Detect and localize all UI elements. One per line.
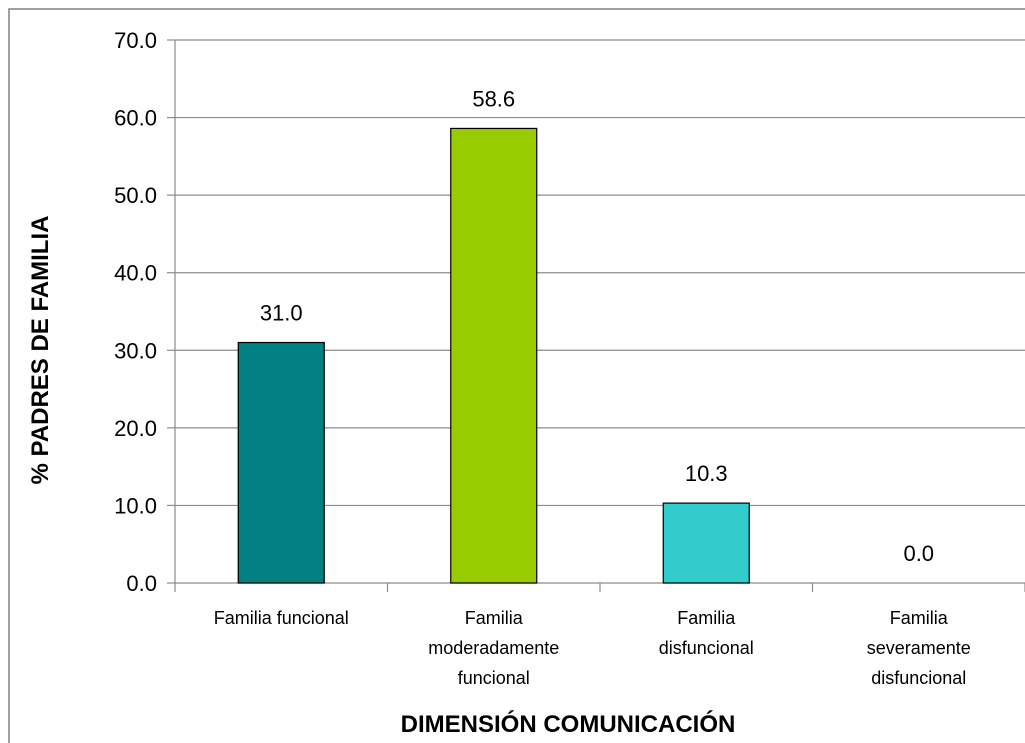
labels: 0.0 10.0 20.0 30.0 40.0 50.0 60.0 70.0 31.0 Famil… xyxy=(114,28,971,688)
x-tick-label: disfuncional xyxy=(659,638,754,658)
data-label: 10.3 xyxy=(685,461,728,486)
x-tick-label: funcional xyxy=(458,668,530,688)
y-tick-label: 70.0 xyxy=(114,28,157,53)
x-tick-label: severamente xyxy=(867,638,971,658)
bars xyxy=(237,127,750,584)
y-tick-label: 30.0 xyxy=(114,338,157,363)
y-tick-label: 20.0 xyxy=(114,416,157,441)
data-label: 31.0 xyxy=(260,301,303,326)
gridlines xyxy=(175,39,1025,507)
x-tick-label: Familia xyxy=(890,608,949,628)
y-tick-label: 0.0 xyxy=(126,571,157,596)
data-label: 0.0 xyxy=(903,541,934,566)
x-tick-label: disfuncional xyxy=(871,668,966,688)
y-tick-label: 60.0 xyxy=(114,106,157,131)
bar xyxy=(662,502,750,584)
data-label: 58.6 xyxy=(472,86,515,111)
y-tick-label: 40.0 xyxy=(114,261,157,286)
bar xyxy=(450,127,538,584)
bar xyxy=(237,341,325,584)
x-tick-label: Familia xyxy=(677,608,736,628)
y-tick-label: 50.0 xyxy=(114,183,157,208)
x-tick-label: Familia xyxy=(465,608,524,628)
y-tick-label: 10.0 xyxy=(114,493,157,518)
y-axis-title: % PADRES DE FAMILIA xyxy=(27,216,54,485)
x-tick-label: moderadamente xyxy=(428,638,559,658)
x-tick-label: Familia funcional xyxy=(214,608,349,628)
x-axis-title: DIMENSIÓN COMUNICACIÓN xyxy=(401,710,736,738)
